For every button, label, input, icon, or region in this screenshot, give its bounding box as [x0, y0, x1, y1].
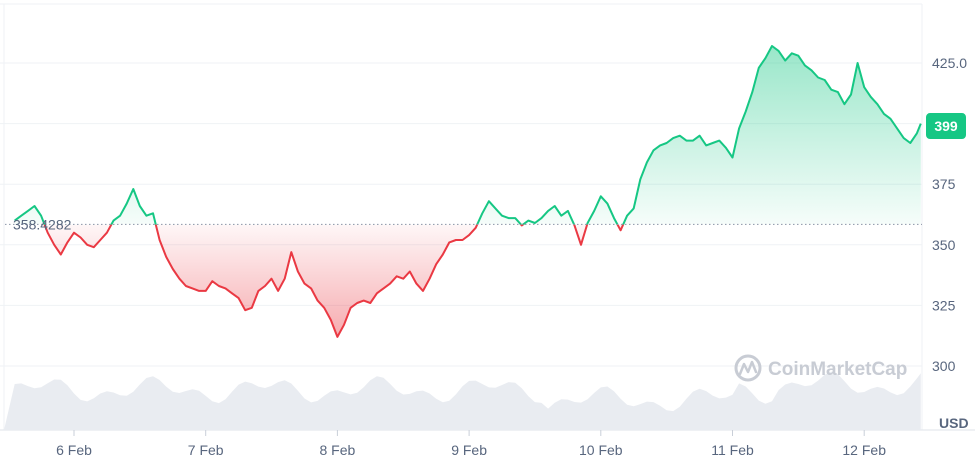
- x-tick-label: 10 Feb: [579, 442, 623, 458]
- current-price-label: 399: [934, 118, 958, 134]
- x-tick-label: 9 Feb: [451, 442, 487, 458]
- price-area: [14, 46, 921, 337]
- x-tick-label: 6 Feb: [56, 442, 92, 458]
- y-tick-label: 425.0: [932, 55, 967, 71]
- x-tick-label: 7 Feb: [188, 442, 224, 458]
- coinmarketcap-logo-icon: [734, 354, 762, 382]
- y-axis: 300 325 350 375 425.0: [932, 55, 967, 374]
- y-tick-label: 375: [932, 176, 956, 192]
- x-tick-label: 8 Feb: [319, 442, 355, 458]
- volume-silhouette: [4, 371, 921, 430]
- price-line-down: [43, 224, 625, 338]
- y-tick-label: 325: [932, 297, 956, 313]
- y-tick-label: 300: [932, 358, 956, 374]
- current-price-badge: 399: [926, 113, 966, 140]
- watermark-text: CoinMarketCap: [768, 359, 907, 380]
- x-axis: 6 Feb 7 Feb 8 Feb 9 Feb 10 Feb 11 Feb 12 Feb: [56, 430, 886, 458]
- area-below-baseline: [44, 224, 624, 337]
- volume-area: [4, 371, 921, 430]
- y-axis-unit: USD: [939, 415, 969, 431]
- x-tick-label: 11 Feb: [711, 442, 754, 458]
- y-tick-label: 350: [932, 237, 956, 253]
- price-line-up: [14, 45, 922, 225]
- x-tick-label: 12 Feb: [842, 442, 886, 458]
- watermark: CoinMarketCap: [734, 354, 907, 382]
- price-lines: [14, 45, 922, 338]
- current-price-badge-bg: [926, 113, 966, 140]
- area-above-baseline: [14, 46, 921, 225]
- baseline-label: 358.4282: [13, 216, 72, 232]
